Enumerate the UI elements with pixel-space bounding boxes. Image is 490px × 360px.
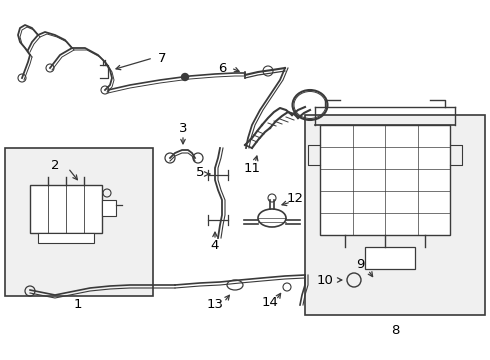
Text: 11: 11 — [244, 162, 261, 175]
Text: 9: 9 — [356, 258, 364, 271]
Bar — [320, 125, 450, 235]
Bar — [102, 200, 116, 216]
Text: 6: 6 — [218, 62, 226, 75]
Circle shape — [181, 73, 189, 81]
Bar — [5, 148, 153, 296]
Bar — [38, 233, 94, 243]
Text: 3: 3 — [179, 122, 187, 135]
Text: 13: 13 — [206, 298, 223, 311]
Bar — [30, 185, 102, 233]
Text: 1: 1 — [74, 298, 82, 311]
Text: 8: 8 — [391, 324, 399, 337]
Text: 2: 2 — [51, 158, 59, 171]
Text: 12: 12 — [287, 192, 303, 204]
Text: 10: 10 — [317, 274, 333, 287]
Text: 4: 4 — [211, 239, 219, 252]
Text: 5: 5 — [196, 166, 204, 179]
Bar — [365, 247, 415, 269]
Text: 7: 7 — [158, 51, 166, 64]
Text: 14: 14 — [262, 297, 278, 310]
Bar — [305, 115, 485, 315]
